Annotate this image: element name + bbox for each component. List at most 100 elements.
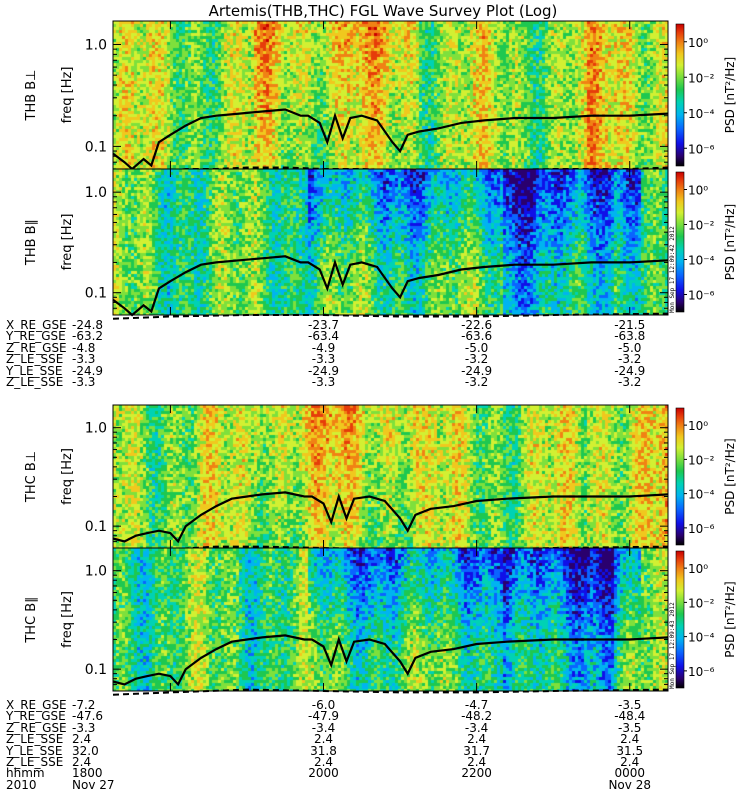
ephem-value: 2.4 — [72, 755, 92, 769]
ephem-value: 1800 — [72, 766, 103, 781]
ephem-row-label: Y_LE_SSE — [6, 363, 63, 378]
ephem-value: -63.6 — [461, 329, 493, 344]
panel-frame — [112, 168, 669, 316]
ephem-value: -63.4 — [307, 329, 340, 344]
colorbar-tick-label: 10⁻⁴ — [688, 631, 715, 645]
ephem-value: 2000 — [308, 766, 339, 781]
spectrogram-panel: 0.1 1.0 freq [Hz] THB B⊥ 10⁰ 10⁻² 10⁻⁴ 10⁻⁶ PSD … — [24, 20, 737, 174]
ephem-value: 31.8 — [310, 743, 337, 758]
colorbar-tick-label: 10⁻⁶ — [688, 142, 715, 156]
solid-line — [112, 255, 669, 317]
ephem-value: -23.7 — [307, 318, 340, 332]
ephem-value: -24.9 — [461, 363, 493, 378]
ephem-value: -3.2 — [618, 375, 642, 389]
colorbar-tick-label: 10⁻⁶ — [688, 522, 715, 536]
ephem-value: 2.4 — [467, 755, 487, 769]
spectrogram-image — [113, 21, 668, 169]
ephem-value: -63.2 — [72, 329, 104, 344]
ephem-value: -3.2 — [464, 352, 489, 367]
ephem-value: -4.9 — [311, 340, 336, 355]
solid-line — [112, 634, 669, 687]
ephem-value: -21.5 — [614, 318, 646, 332]
panel-label: THB B∥ — [24, 219, 39, 266]
ephem-row-label: 2010 — [6, 777, 37, 792]
ephem-row-label: X_RE_GSE — [6, 698, 67, 712]
y-axis-label: freq [Hz] — [60, 448, 75, 505]
ephem-row-label: Z_LE_SSE — [6, 755, 64, 769]
chart-title: Artemis(THB,THC) FGL Wave Survey Plot (L… — [209, 2, 558, 20]
spectrogram-image — [113, 405, 668, 548]
ephem-value: -3.4 — [464, 720, 489, 735]
ephem-value: -22.6 — [461, 318, 493, 332]
spectrogram-panel: 0.1 1.0 freq [Hz] THC B⊥ 10⁰ 10⁻² 10⁻⁴ 10⁻⁶ PSD … — [24, 404, 737, 553]
ephem-value: 2.4 — [620, 755, 640, 769]
ephem-row-label: hhmm — [6, 766, 45, 781]
panel-label: THB B⊥ — [24, 69, 39, 121]
ephem-value: -3.2 — [464, 375, 489, 389]
ephem-value: -6.0 — [311, 698, 336, 712]
colorbar-tick-label: 10⁻⁴ — [688, 254, 715, 268]
colorbar-tick-label: 10⁰ — [688, 184, 708, 198]
colorbar-tick-label: 10⁻² — [688, 71, 715, 85]
run-stamp: Mon Sep 17 12:09:43 2012 — [669, 602, 676, 689]
ephem-value: -4.8 — [72, 340, 96, 355]
ephem-value: -3.4 — [311, 720, 336, 735]
y-tick-label: 1.0 — [85, 185, 107, 201]
ephem-row-label: Z_LE_SSE — [6, 732, 64, 747]
ephemeris-table-thc: X_RE_GSE -7.2 -6.0 -4.7 -3.5 Y_RE_GSE -47.6 -47… — [0, 698, 750, 798]
panel-frame — [112, 547, 669, 692]
ephem-value: -47.9 — [307, 709, 340, 724]
ephem-value: -47.6 — [72, 709, 104, 724]
y-tick-label: 1.0 — [85, 421, 107, 437]
ephem-row-label: Y_RE_GSE — [6, 329, 66, 344]
ephem-row-label: Z_LE_SSE — [6, 352, 64, 367]
colorbar — [675, 407, 685, 546]
y-tick-label: 0.1 — [85, 662, 107, 678]
ephem-value: 31.5 — [616, 743, 644, 758]
solid-line — [112, 108, 669, 171]
ephem-value: -3.5 — [618, 698, 642, 712]
y-axis-label: freq [Hz] — [60, 591, 75, 648]
ephem-value: 2.4 — [620, 732, 640, 747]
spectrogram-panel: 0.1 1.0 freq [Hz] THB B∥ 10⁰ 10⁻² 10⁻⁴ 10⁻⁶ PSD … — [24, 168, 737, 320]
ephem-value: -24.9 — [307, 363, 340, 378]
ephem-value: -24.9 — [72, 363, 104, 378]
colorbar — [675, 171, 685, 313]
ephem-value: -63.8 — [614, 329, 646, 344]
ephem-value: -48.2 — [461, 709, 493, 724]
ephem-value: -3.3 — [311, 352, 336, 367]
ephem-row-label: X_RE_GSE — [6, 318, 67, 332]
ephem-value: -5.0 — [464, 340, 489, 355]
ephem-value: 2.4 — [313, 755, 334, 769]
colorbar-tick-label: 10⁰ — [688, 419, 708, 433]
solid-line — [112, 491, 669, 544]
colorbar-tick-label: 10⁻⁴ — [688, 107, 715, 121]
ephem-value: -5.0 — [618, 340, 642, 355]
colorbar-label: PSD [nT²/Hz] — [723, 204, 737, 280]
y-tick-label: 1.0 — [85, 564, 107, 580]
dashed-line — [112, 312, 669, 320]
ephemeris-table-thb: X_RE_GSE -24.8 -23.7 -22.6 -21.5 Y_RE_GSE -63.… — [0, 318, 750, 395]
ephem-value: 2.4 — [467, 732, 487, 747]
ephem-value: -3.5 — [618, 720, 642, 735]
ephem-value: -7.2 — [72, 698, 96, 712]
ephem-value: Nov 27 — [72, 777, 115, 792]
colorbar-tick-label: 10⁻⁶ — [688, 665, 715, 679]
ephem-value: 2.4 — [72, 732, 92, 747]
colorbar-tick-label: 10⁻² — [688, 596, 715, 610]
ephem-value: 31.7 — [463, 743, 490, 758]
y-tick-label: 0.1 — [85, 139, 107, 155]
panel-label: THC B∥ — [24, 596, 39, 643]
colorbar-tick-label: 10⁻² — [688, 453, 715, 467]
ephem-value: -24.9 — [614, 363, 646, 378]
colorbar-label: PSD [nT²/Hz] — [723, 57, 737, 133]
y-axis-label: freq [Hz] — [60, 67, 75, 124]
colorbar-label: PSD [nT²/Hz] — [723, 438, 737, 514]
colorbar-label: PSD [nT²/Hz] — [723, 581, 737, 657]
colorbar-tick-label: 10⁰ — [688, 562, 708, 576]
y-tick-label: 1.0 — [85, 37, 107, 53]
ephem-value: -3.3 — [72, 375, 96, 389]
ephem-value: 2200 — [461, 766, 492, 781]
spectrogram-panel: 0.1 1.0 freq [Hz] THC B∥ 10⁰ 10⁻² 10⁻⁴ 10⁻⁶ PSD … — [24, 547, 737, 696]
